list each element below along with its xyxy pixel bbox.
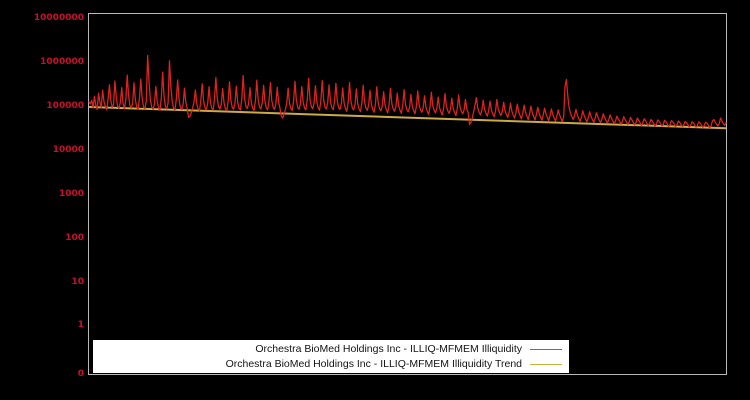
trend-line-group	[88, 106, 727, 130]
y-axis-tick-1000000: 1000000	[40, 57, 84, 67]
y-axis-tick-1000: 1000	[58, 189, 84, 199]
y-axis-tick-10000: 10000	[52, 145, 84, 155]
plot-area	[88, 13, 727, 375]
legend-label-series: Orchestra BioMed Holdings Inc - ILLIQ-MF…	[255, 342, 522, 355]
y-axis-tick-10: 10	[71, 277, 84, 287]
legend-item-series[interactable]: Orchestra BioMed Holdings Inc - ILLIQ-MF…	[94, 342, 568, 357]
legend-swatch-series-icon	[530, 348, 562, 350]
y-axis-tick-10000000: 10000000	[33, 13, 84, 23]
legend-item-trend[interactable]: Orchestra BioMed Holdings Inc - ILLIQ-MF…	[94, 357, 568, 372]
y-axis-tick-1: 1	[77, 320, 84, 330]
illiquidity-series-path	[88, 54, 727, 129]
y-axis-tick-0: 0	[77, 369, 84, 379]
y-axis-tick-labels: 10000000 1000000 100000 10000 1000 100 10 1 0	[0, 0, 84, 400]
chart-legend: Orchestra BioMed Holdings Inc - ILLIQ-MF…	[93, 340, 569, 373]
y-axis-tick-100000: 100000	[46, 101, 84, 111]
legend-swatch-trend-icon	[530, 363, 562, 365]
series-line-group	[88, 54, 727, 129]
trend-line-path	[88, 106, 727, 130]
y-axis-tick-100: 100	[65, 233, 84, 243]
legend-label-trend: Orchestra BioMed Holdings Inc - ILLIQ-MF…	[225, 357, 522, 370]
